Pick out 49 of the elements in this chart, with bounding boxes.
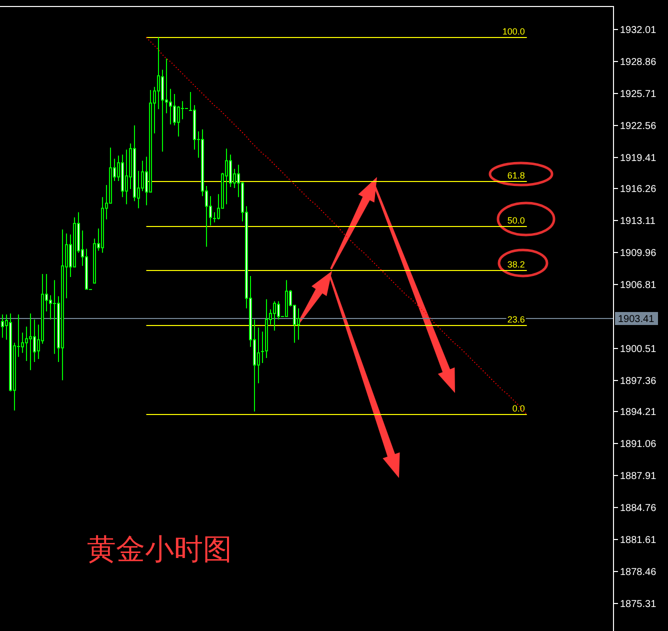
y-tick-label: 1881.61	[620, 535, 657, 546]
y-tick-label: 1884.76	[620, 503, 657, 514]
line-series	[146, 37, 528, 415]
annotation: 黄金小时图	[87, 532, 232, 566]
candlestick	[177, 106, 180, 137]
candlestick	[52, 280, 56, 354]
candlestick	[297, 308, 300, 340]
y-tick-label: 1913.11	[620, 216, 656, 227]
candlestick	[165, 58, 168, 114]
ref-line-label: 1903.41	[618, 314, 655, 325]
candlestick	[25, 326, 28, 362]
series-label: 100.0	[502, 26, 525, 36]
candlestick	[257, 327, 260, 384]
series-label: 38.2	[507, 260, 525, 270]
series-label: 61.8	[507, 170, 525, 180]
y-tick-label: 1891.06	[620, 439, 657, 450]
candlestick	[125, 149, 128, 205]
candlestick	[229, 154, 232, 188]
y-tick-label: 1932.01	[620, 25, 657, 36]
candlestick	[1, 314, 4, 338]
candlestick	[33, 319, 36, 362]
candlestick	[49, 294, 52, 320]
candlestick	[173, 93, 176, 126]
candlestick	[29, 312, 32, 371]
candlestick	[169, 88, 172, 125]
y-tick-label: 1928.86	[620, 57, 657, 68]
series-label: 0.0	[512, 404, 525, 414]
candlestick	[212, 212, 216, 223]
y-tick-label: 1925.71	[620, 89, 657, 100]
candlestick	[157, 36, 160, 110]
y-tick-label: 1897.36	[620, 376, 657, 387]
candlestick	[180, 100, 184, 120]
candlestick	[21, 332, 24, 354]
y-tick-label: 1909.96	[620, 248, 657, 259]
y-tick-label: 1919.41	[620, 153, 657, 164]
y-tick-label: 1900.51	[620, 344, 657, 355]
y-tick-label: 1906.81	[620, 280, 657, 291]
series-label: 50.0	[507, 216, 525, 226]
y-tick-label: 1878.46	[620, 567, 657, 578]
series-label: 23.6	[507, 314, 525, 324]
candlestick	[161, 69, 164, 152]
y-tick-label: 1922.56	[620, 121, 657, 132]
candlestick	[273, 300, 276, 332]
y-tick-label: 1916.26	[620, 184, 657, 195]
y-tick-label: 1875.31	[620, 599, 657, 610]
y-tick-label: 1894.21	[620, 407, 657, 418]
y-tick-label: 1887.91	[620, 471, 657, 482]
candlestick	[277, 300, 280, 320]
candlestick	[225, 148, 228, 205]
